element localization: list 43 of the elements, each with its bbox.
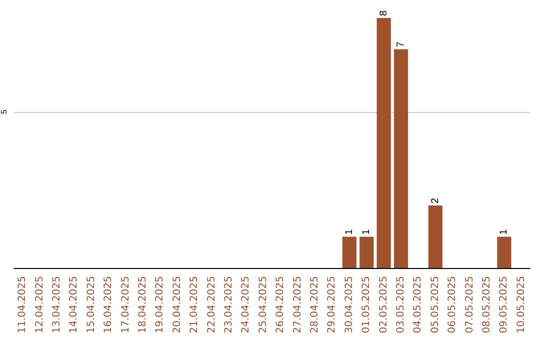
bar — [376, 18, 391, 268]
x-tick-label: 27.04.2025 — [292, 276, 304, 334]
bar — [360, 236, 374, 268]
x-tick-label: 12.04.2025 — [34, 276, 46, 334]
bar — [342, 236, 356, 268]
data-label: 1 — [344, 228, 355, 235]
x-tick-label: 11.04.2025 — [17, 276, 28, 334]
x-tick-label: 05.05.2025 — [430, 276, 441, 334]
x-tick-label: 02.05.2025 — [378, 276, 390, 334]
data-label: 1 — [361, 228, 372, 235]
x-tick-label: 04.05.2025 — [412, 276, 424, 334]
x-tick-label: 19.04.2025 — [154, 276, 166, 334]
x-tick-label: 16.04.2025 — [103, 276, 114, 334]
x-tick-label: 08.05.2025 — [482, 276, 492, 334]
data-label: 1 — [498, 228, 510, 235]
x-tick-label: 29.04.2025 — [326, 276, 338, 334]
x-tick-label: 25.04.2025 — [258, 276, 269, 334]
x-tick-label: 09.05.2025 — [498, 276, 510, 334]
x-tick-label: 03.05.2025 — [396, 276, 406, 334]
x-tick-label: 30.04.2025 — [344, 276, 355, 334]
bar — [428, 206, 442, 268]
bar — [497, 236, 512, 268]
x-tick-label: 18.04.2025 — [138, 276, 148, 334]
x-tick-label: 14.04.2025 — [68, 276, 80, 334]
x-tick-label: 10.05.2025 — [516, 276, 527, 334]
x-tick-label: 06.05.2025 — [447, 276, 458, 334]
x-tick-label: 22.04.2025 — [206, 276, 218, 334]
bar — [394, 49, 408, 268]
x-tick-label: 01.05.2025 — [361, 276, 372, 334]
data-label: 2 — [430, 198, 441, 204]
x-tick-label: 13.04.2025 — [52, 276, 62, 334]
x-tick-label: 17.04.2025 — [120, 276, 132, 334]
x-tick-label: 26.04.2025 — [275, 276, 286, 334]
x-tick-label: 07.05.2025 — [464, 276, 476, 334]
x-tick-label: 24.04.2025 — [240, 276, 252, 334]
x-tick-label: 28.04.2025 — [310, 276, 320, 334]
x-tick-label: 20.04.2025 — [172, 276, 183, 334]
data-label: 7 — [396, 41, 406, 48]
x-tick-label: 21.04.2025 — [189, 276, 200, 334]
y-tick-label: 5 — [0, 108, 8, 114]
data-label: 8 — [378, 10, 390, 16]
x-tick-label: 15.04.2025 — [86, 276, 97, 334]
x-tick-label: 23.04.2025 — [224, 276, 234, 334]
